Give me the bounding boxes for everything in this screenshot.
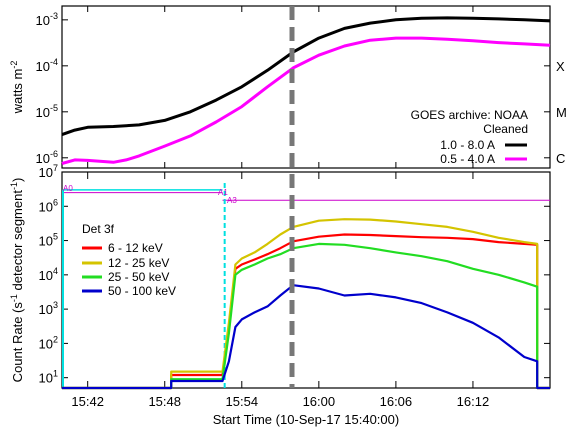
rhessi-xlabel: Start Time (10-Sep-17 15:40:00): [213, 412, 399, 427]
goes-y-tick-label: 10-5: [36, 103, 58, 120]
goes-legend-label-2: 0.5 - 4.0 A: [440, 152, 495, 166]
rhessi-legend: Det 3f 6 - 12 keV 12 - 25 keV 25 - 50 ke…: [82, 222, 176, 298]
goes-legend-title-2: Cleaned: [483, 122, 528, 136]
rhessi-x-tick-label: 15:48: [148, 394, 181, 409]
rhessi-x-tick-label: 16:06: [380, 394, 413, 409]
rhessi-x-tick-label: 15:54: [226, 394, 259, 409]
rhessi-legend-label-4: 50 - 100 keV: [108, 284, 176, 298]
rhessi-y-tick-label: 107: [39, 163, 58, 180]
rhessi-series-line-3: [62, 242, 550, 390]
goes-legend: GOES archive: NOAA Cleaned 1.0 - 8.0 A 0…: [411, 108, 528, 166]
rhessi-legend-title: Det 3f: [82, 222, 115, 236]
goes-ylabel: watts m-2: [9, 61, 25, 115]
goes-legend-label-1: 1.0 - 8.0 A: [440, 138, 495, 152]
attenuator-label-a1: A1: [218, 188, 228, 197]
rhessi-y-tick-label: 105: [39, 232, 58, 249]
goes-legend-title-1: GOES archive: NOAA: [411, 108, 528, 122]
rhessi-x-tick-label: 16:00: [303, 394, 336, 409]
goes-y-tick-label: 10-6: [36, 149, 58, 166]
rhessi-y-tick-label: 104: [39, 266, 58, 283]
rhessi-y-tick-label: 106: [39, 197, 58, 214]
rhessi-y-tick-label: 103: [39, 300, 58, 317]
rhessi-legend-label-3: 25 - 50 keV: [108, 270, 169, 284]
goes-y-tick-label: 10-4: [36, 57, 58, 74]
rhessi-x-tick-label: 15:42: [71, 394, 104, 409]
goes-flare-class-label: M: [556, 105, 566, 120]
goes-axes: 10-6 10-5 10-4 10-3 X M C: [36, 6, 566, 168]
rhessi-series-line-4: [62, 284, 550, 390]
rhessi-x-tick-label: 16:12: [457, 394, 490, 409]
goes-y-tick-label: 10-3: [36, 11, 58, 28]
rhessi-series: [62, 182, 550, 390]
goes-panel-frame: [61, 5, 551, 169]
goes-flare-class-label: X: [556, 59, 565, 74]
rhessi-y-tick-label: 101: [39, 369, 58, 386]
rhessi-series-line-2: [62, 218, 550, 390]
rhessi-legend-label-1: 6 - 12 keV: [108, 241, 163, 255]
goes-flare-class-label: C: [556, 151, 565, 166]
rhessi-ylabel: Count Rate (s-1 detector segment-1): [9, 178, 25, 383]
attenuator-label-a3: A3: [227, 196, 237, 205]
attenuator-label-a0: A0: [63, 184, 73, 193]
rhessi-legend-label-2: 12 - 25 keV: [108, 256, 169, 270]
rhessi-y-tick-label: 102: [39, 334, 58, 351]
goes-series-line-2: [61, 36, 551, 165]
rhessi-axes: 101 102 103 104 105 106 107 15:42 15:48 15:54 16:0…: [39, 163, 550, 409]
